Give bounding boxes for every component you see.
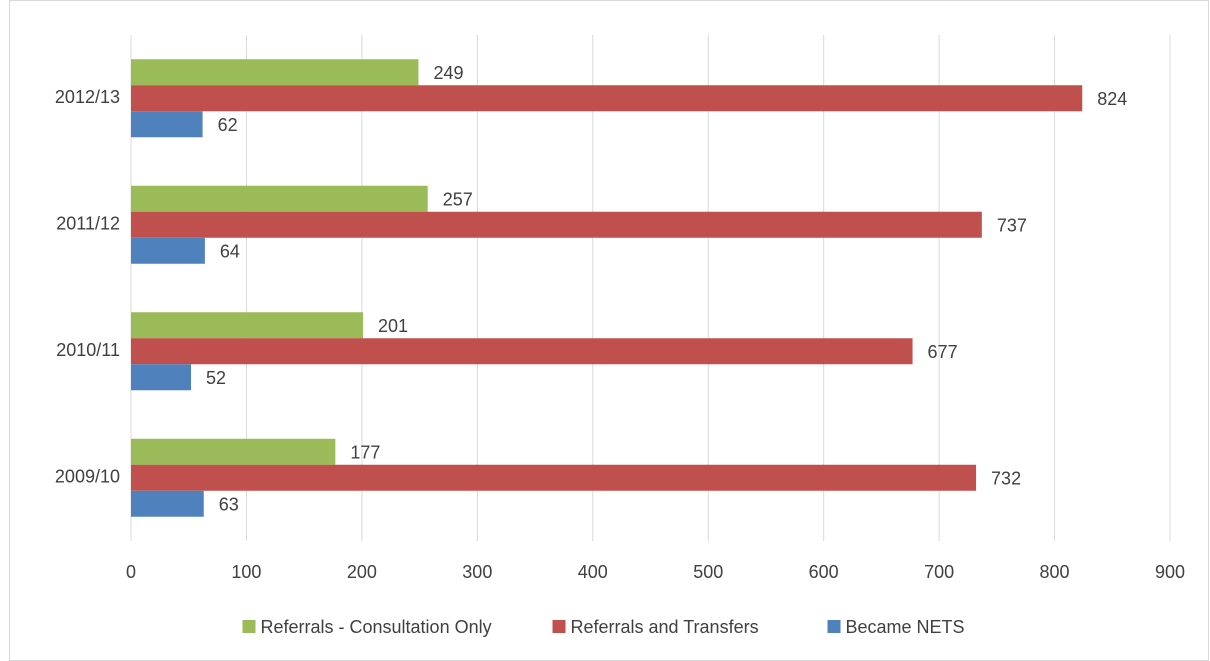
data-label: 64 bbox=[220, 242, 240, 262]
y-tick-label: 2012/13 bbox=[55, 87, 120, 107]
x-tick-label: 200 bbox=[347, 562, 377, 582]
x-tick-label: 0 bbox=[126, 562, 136, 582]
x-tick-label: 500 bbox=[693, 562, 723, 582]
bar bbox=[131, 85, 1083, 112]
x-tick-label: 300 bbox=[462, 562, 492, 582]
legend-label: Referrals and Transfers bbox=[571, 617, 759, 637]
data-label: 177 bbox=[350, 443, 380, 463]
bar bbox=[131, 490, 204, 517]
legend-label: Became NETS bbox=[846, 617, 965, 637]
data-label: 63 bbox=[219, 495, 239, 515]
x-tick-label: 600 bbox=[809, 562, 839, 582]
data-label: 249 bbox=[433, 63, 463, 83]
bar bbox=[131, 464, 977, 491]
legend-swatch bbox=[242, 620, 256, 633]
bar bbox=[131, 312, 364, 339]
bar bbox=[131, 338, 913, 365]
legend-swatch bbox=[827, 620, 841, 633]
bar bbox=[131, 185, 428, 212]
bar bbox=[131, 438, 336, 465]
data-label: 824 bbox=[1097, 89, 1127, 109]
legend-label: Referrals - Consultation Only bbox=[261, 617, 492, 637]
bar bbox=[131, 211, 982, 238]
data-label: 737 bbox=[997, 216, 1027, 236]
data-label: 201 bbox=[378, 316, 408, 336]
data-label: 257 bbox=[443, 190, 473, 210]
bar bbox=[131, 364, 192, 391]
bar bbox=[131, 237, 205, 264]
y-tick-label: 2010/11 bbox=[56, 340, 120, 360]
data-label: 732 bbox=[991, 469, 1021, 489]
y-tick-label: 2009/10 bbox=[55, 467, 120, 487]
x-tick-label: 800 bbox=[1040, 562, 1070, 582]
bar bbox=[131, 59, 419, 86]
x-tick-label: 900 bbox=[1155, 562, 1185, 582]
data-label: 677 bbox=[928, 342, 958, 362]
bar bbox=[131, 111, 203, 138]
x-tick-label: 400 bbox=[578, 562, 608, 582]
y-tick-label: 2011/12 bbox=[56, 214, 120, 234]
data-label: 62 bbox=[218, 115, 238, 135]
x-tick-label: 700 bbox=[924, 562, 954, 582]
legend-swatch bbox=[552, 620, 566, 633]
x-tick-label: 100 bbox=[231, 562, 261, 582]
data-label: 52 bbox=[206, 368, 226, 388]
